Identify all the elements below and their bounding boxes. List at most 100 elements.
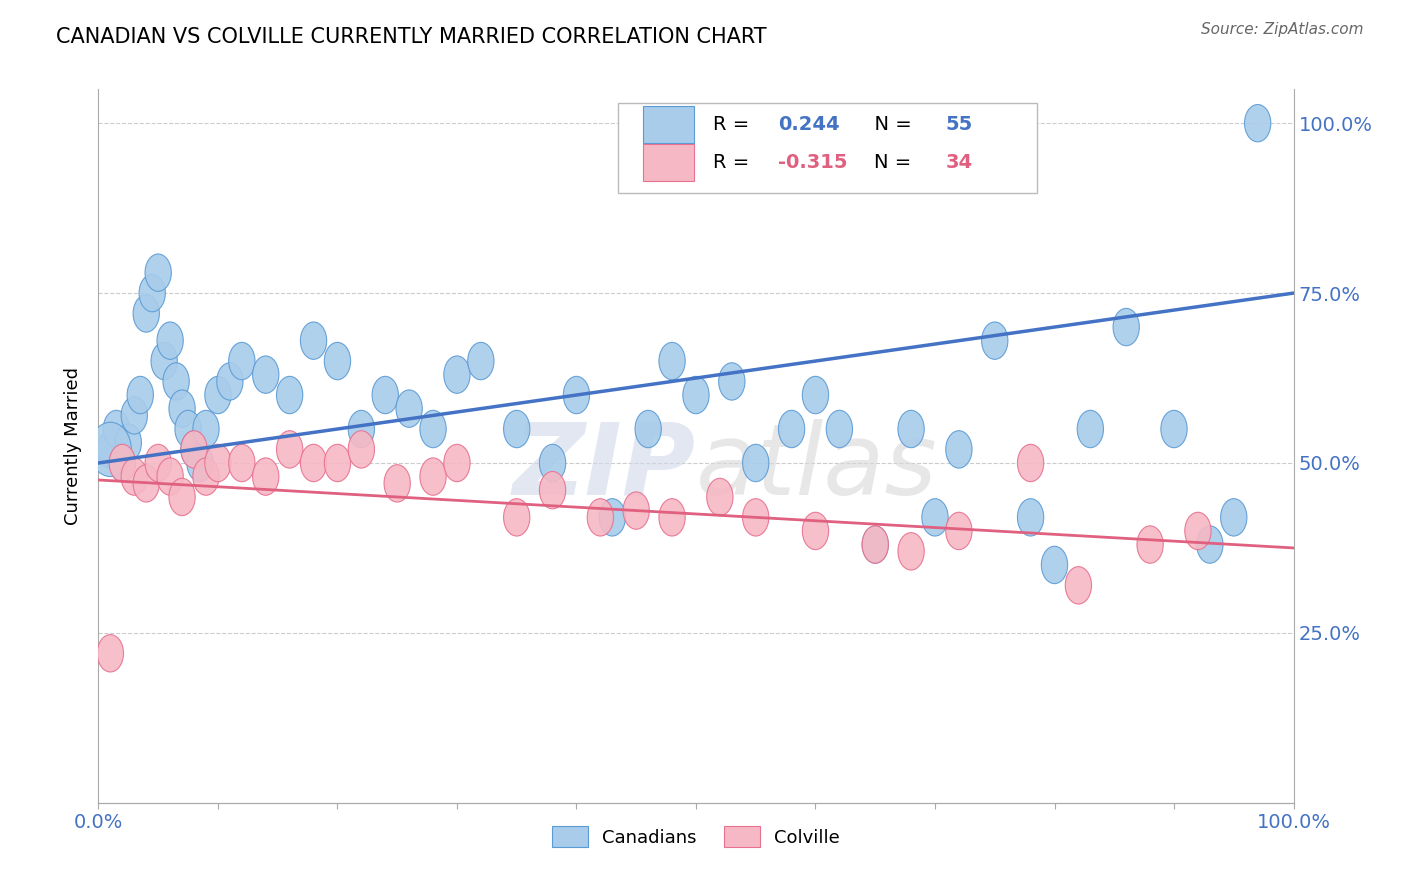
Ellipse shape: [659, 499, 685, 536]
Text: CANADIAN VS COLVILLE CURRENTLY MARRIED CORRELATION CHART: CANADIAN VS COLVILLE CURRENTLY MARRIED C…: [56, 27, 766, 46]
Ellipse shape: [384, 465, 411, 502]
Ellipse shape: [110, 444, 135, 482]
Ellipse shape: [540, 472, 565, 508]
Ellipse shape: [229, 444, 254, 482]
Ellipse shape: [827, 410, 852, 448]
Ellipse shape: [373, 376, 398, 414]
Ellipse shape: [1185, 512, 1211, 549]
Legend: Canadians, Colville: Canadians, Colville: [544, 819, 848, 855]
Ellipse shape: [110, 444, 135, 482]
Ellipse shape: [1244, 104, 1271, 142]
Ellipse shape: [169, 390, 195, 427]
Ellipse shape: [599, 499, 626, 536]
Ellipse shape: [718, 363, 745, 401]
Ellipse shape: [157, 458, 183, 495]
Ellipse shape: [503, 410, 530, 448]
Ellipse shape: [1137, 526, 1163, 563]
FancyBboxPatch shape: [644, 106, 693, 143]
Ellipse shape: [1042, 546, 1067, 583]
Ellipse shape: [181, 431, 207, 468]
Ellipse shape: [301, 322, 326, 359]
Ellipse shape: [193, 458, 219, 495]
Ellipse shape: [103, 410, 129, 448]
Ellipse shape: [779, 410, 804, 448]
Ellipse shape: [623, 491, 650, 529]
Ellipse shape: [169, 478, 195, 516]
Text: 0.244: 0.244: [779, 115, 839, 134]
Ellipse shape: [157, 322, 183, 359]
Ellipse shape: [127, 376, 153, 414]
Ellipse shape: [898, 533, 924, 570]
Ellipse shape: [468, 343, 494, 380]
Text: atlas: atlas: [696, 419, 938, 516]
Ellipse shape: [803, 512, 828, 549]
Ellipse shape: [349, 431, 374, 468]
Text: R =: R =: [713, 153, 755, 172]
Ellipse shape: [150, 343, 177, 380]
Ellipse shape: [187, 444, 214, 482]
Text: Source: ZipAtlas.com: Source: ZipAtlas.com: [1201, 22, 1364, 37]
Ellipse shape: [898, 410, 924, 448]
Ellipse shape: [253, 356, 278, 393]
Ellipse shape: [134, 465, 159, 502]
Ellipse shape: [139, 275, 166, 312]
Ellipse shape: [946, 512, 972, 549]
Ellipse shape: [862, 526, 889, 563]
Ellipse shape: [301, 444, 326, 482]
Ellipse shape: [205, 444, 231, 482]
Ellipse shape: [277, 431, 302, 468]
Ellipse shape: [1018, 499, 1043, 536]
Ellipse shape: [946, 431, 972, 468]
Ellipse shape: [115, 424, 142, 461]
Ellipse shape: [420, 458, 446, 495]
Ellipse shape: [742, 499, 769, 536]
Text: ZIP: ZIP: [513, 419, 696, 516]
Ellipse shape: [97, 634, 124, 672]
Ellipse shape: [1114, 309, 1139, 346]
Text: N =: N =: [862, 115, 918, 134]
Ellipse shape: [683, 376, 709, 414]
Ellipse shape: [922, 499, 948, 536]
Ellipse shape: [444, 356, 470, 393]
Ellipse shape: [193, 410, 219, 448]
Ellipse shape: [981, 322, 1008, 359]
FancyBboxPatch shape: [644, 145, 693, 181]
Ellipse shape: [1220, 499, 1247, 536]
Ellipse shape: [444, 444, 470, 482]
Ellipse shape: [1197, 526, 1223, 563]
Ellipse shape: [742, 444, 769, 482]
Ellipse shape: [174, 410, 201, 448]
Ellipse shape: [707, 478, 733, 516]
Ellipse shape: [325, 343, 350, 380]
Ellipse shape: [325, 444, 350, 482]
Ellipse shape: [163, 363, 190, 401]
Text: R =: R =: [713, 115, 755, 134]
Ellipse shape: [229, 343, 254, 380]
Ellipse shape: [90, 422, 131, 476]
Y-axis label: Currently Married: Currently Married: [65, 367, 83, 525]
Ellipse shape: [659, 343, 685, 380]
Ellipse shape: [803, 376, 828, 414]
Ellipse shape: [1077, 410, 1104, 448]
Ellipse shape: [145, 254, 172, 292]
Ellipse shape: [503, 499, 530, 536]
Ellipse shape: [1161, 410, 1187, 448]
Ellipse shape: [145, 444, 172, 482]
Ellipse shape: [134, 294, 159, 332]
Ellipse shape: [349, 410, 374, 448]
Ellipse shape: [97, 431, 124, 468]
Ellipse shape: [217, 363, 243, 401]
Ellipse shape: [253, 458, 278, 495]
Ellipse shape: [420, 410, 446, 448]
Text: 34: 34: [946, 153, 973, 172]
Ellipse shape: [181, 431, 207, 468]
Ellipse shape: [205, 376, 231, 414]
Text: 55: 55: [946, 115, 973, 134]
Ellipse shape: [277, 376, 302, 414]
Text: N =: N =: [875, 153, 918, 172]
Ellipse shape: [396, 390, 422, 427]
Ellipse shape: [564, 376, 589, 414]
Ellipse shape: [1066, 566, 1091, 604]
Ellipse shape: [121, 397, 148, 434]
Ellipse shape: [1018, 444, 1043, 482]
